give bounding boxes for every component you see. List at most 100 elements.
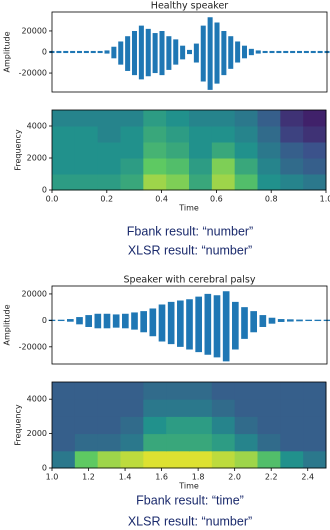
heatmap-cell — [280, 382, 304, 400]
heatmap-cell — [166, 174, 190, 191]
heatmap-cell — [234, 382, 258, 400]
heatmap-cell — [74, 126, 99, 143]
heatmap-cell — [166, 416, 190, 435]
heatmap-cell — [143, 416, 167, 435]
result-caption: XLSR result: “number” — [128, 243, 252, 257]
heatmap-cell — [52, 110, 76, 127]
heatmap-cell — [120, 174, 144, 191]
heatmap-cell — [52, 450, 76, 469]
heatmap-cell — [257, 382, 281, 400]
y-tick-label: -20000 — [19, 69, 47, 78]
heatmap-cell — [280, 399, 304, 417]
heatmap-cell — [143, 382, 167, 400]
heatmap-cell — [120, 142, 144, 159]
heatmap-cell — [74, 416, 99, 435]
heatmap-cell — [97, 450, 121, 469]
heatmap-cell — [97, 110, 121, 127]
heatmap-cell — [280, 110, 304, 127]
heatmap-cell — [189, 416, 213, 435]
heatmap-cell — [211, 174, 236, 191]
heatmap-cell — [280, 433, 304, 452]
heatmap-cell — [303, 126, 327, 143]
heatmap-cell — [234, 126, 258, 143]
heatmap-cell — [189, 450, 213, 469]
y-axis-label: Frequency — [14, 404, 23, 446]
heatmap-cell — [280, 450, 304, 469]
heatmap-cell — [303, 433, 327, 452]
y-tick-label: 2000 — [27, 154, 47, 163]
heatmap-cell — [211, 110, 236, 127]
y-axis-label: Frequency — [14, 129, 23, 171]
heatmap-cell — [234, 416, 258, 435]
heatmap-cell — [143, 450, 167, 469]
heatmap-cell — [74, 174, 99, 191]
heatmap-cell — [166, 399, 190, 417]
heatmap-cell — [74, 399, 99, 417]
heatmap-cell — [234, 399, 258, 417]
x-axis-label: Time — [178, 482, 199, 491]
heatmap-cell — [166, 450, 190, 469]
heatmap-cell — [234, 174, 258, 191]
heatmap-cell — [166, 382, 190, 400]
heatmap-cell — [120, 399, 144, 417]
heatmap-cell — [257, 158, 281, 175]
x-tick-label: 0.4 — [155, 195, 168, 204]
x-tick-label: 2.0 — [228, 473, 241, 482]
result-caption: Fbank result: “time” — [136, 493, 244, 507]
heatmap-cell — [143, 433, 167, 452]
x-tick-label: 1.2 — [82, 473, 95, 482]
heatmap-cell — [120, 416, 144, 435]
heatmap-cell — [166, 126, 190, 143]
result-caption: Fbank result: “number” — [127, 224, 253, 238]
heatmap-cell — [189, 382, 213, 400]
heatmap-cell — [143, 110, 167, 127]
heatmap-cell — [211, 433, 236, 452]
x-tick-label: 0.8 — [265, 195, 278, 204]
heatmap-cell — [166, 158, 190, 175]
heatmap-cell — [211, 158, 236, 175]
y-tick-label: 0 — [42, 464, 47, 473]
heatmap-cell — [52, 399, 76, 417]
heatmap-cell — [280, 126, 304, 143]
heatmap-cell — [189, 142, 213, 159]
heatmap-cell — [257, 142, 281, 159]
heatmap-cell — [97, 174, 121, 191]
heatmap-cell — [74, 158, 99, 175]
heatmap-cell — [120, 433, 144, 452]
heatmap-cell — [303, 110, 327, 127]
heatmap-cell — [143, 158, 167, 175]
heatmap-cell — [211, 399, 236, 417]
heatmap-cell — [52, 433, 76, 452]
heatmap-cell — [52, 416, 76, 435]
heatmap-cell — [120, 450, 144, 469]
heatmap-cell — [52, 174, 76, 191]
heatmap-cell — [189, 110, 213, 127]
x-tick-label: 0.2 — [100, 195, 113, 204]
heatmap-cell — [211, 126, 236, 143]
heatmap-cell — [211, 416, 236, 435]
heatmap-cell — [303, 382, 327, 400]
heatmap-cell — [303, 450, 327, 469]
heatmap-cell — [257, 416, 281, 435]
heatmap-cell — [97, 433, 121, 452]
heatmap-cell — [211, 450, 236, 469]
x-tick-label: 0.0 — [46, 195, 59, 204]
heatmap-cell — [189, 399, 213, 417]
y-tick-label: 4000 — [27, 122, 47, 131]
result-caption: XLSR result: “number” — [128, 514, 252, 528]
heatmap-cell — [303, 416, 327, 435]
heatmap-cell — [120, 158, 144, 175]
heatmap-cell — [74, 382, 99, 400]
heatmap-cell — [189, 126, 213, 143]
heatmap-cell — [97, 126, 121, 143]
y-tick-label: 0 — [42, 48, 47, 57]
heatmap-cell — [120, 382, 144, 400]
heatmap-cell — [97, 416, 121, 435]
heatmap-cell — [280, 416, 304, 435]
heatmap-cell — [166, 142, 190, 159]
heatmap-cell — [97, 382, 121, 400]
heatmap-cell — [280, 174, 304, 191]
heatmap-cell — [143, 174, 167, 191]
x-tick-label: 2.2 — [265, 473, 278, 482]
heatmap-cell — [280, 142, 304, 159]
